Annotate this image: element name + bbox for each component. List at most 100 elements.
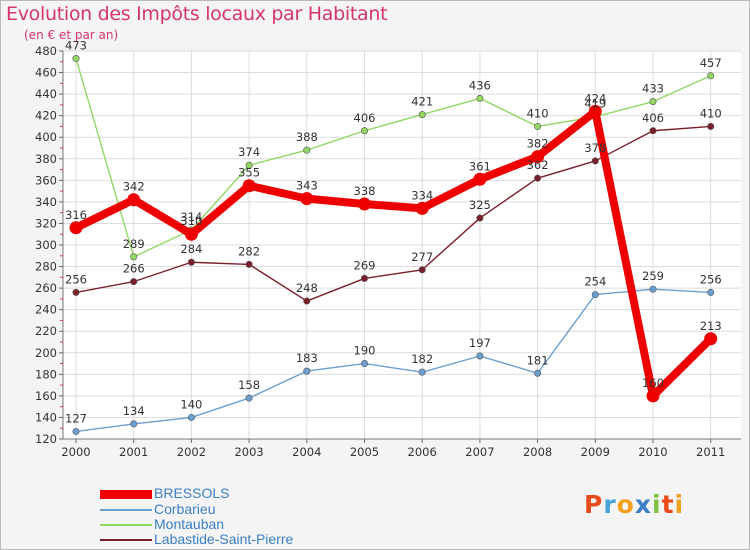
x-tick-label: 2005 <box>350 445 379 459</box>
data-point <box>245 161 253 169</box>
data-point <box>646 389 660 403</box>
data-label: 266 <box>123 262 145 276</box>
data-label: 421 <box>411 95 433 109</box>
legend-label: Corbarieu <box>154 501 216 517</box>
data-label: 259 <box>642 269 664 283</box>
y-tick-label: 340 <box>35 195 57 209</box>
data-point <box>534 174 542 182</box>
y-tick-label: 200 <box>35 346 57 360</box>
series-corbarieu <box>72 285 715 435</box>
legend-label: BRESSOLS <box>154 485 230 501</box>
data-point <box>303 297 311 305</box>
data-label: 160 <box>642 376 664 390</box>
data-label: 424 <box>584 91 606 105</box>
data-point <box>69 221 83 235</box>
logo-letter: t <box>661 490 675 519</box>
y-axis: 120 140 160 180 200 220 240 260 280 300 320 340 360 3… <box>35 44 63 446</box>
data-point <box>473 172 487 186</box>
data-label: 213 <box>700 319 722 333</box>
y-tick-label: 420 <box>35 109 57 123</box>
data-point <box>360 360 368 368</box>
chart-title: Evolution des Impôts locaux par Habitant <box>6 3 388 25</box>
data-label: 256 <box>700 272 722 286</box>
x-tick-label: 2006 <box>408 445 437 459</box>
y-tick-label: 320 <box>35 216 57 230</box>
data-label: 316 <box>65 208 87 222</box>
logo-letter: P <box>584 490 604 519</box>
y-tick-label: 380 <box>35 152 57 166</box>
data-point <box>418 266 426 274</box>
data-label: 436 <box>469 78 491 92</box>
logo-letter: o <box>616 490 635 519</box>
data-label: 182 <box>411 352 433 366</box>
data-label: 140 <box>180 397 202 411</box>
data-label: 342 <box>123 180 145 194</box>
legend-swatch <box>100 509 152 511</box>
data-label: 158 <box>238 378 260 392</box>
logo-letter: x <box>634 490 652 519</box>
data-label: 457 <box>700 56 722 70</box>
data-label: 181 <box>527 353 549 367</box>
data-label: 362 <box>527 158 549 172</box>
series-bressols <box>69 104 718 403</box>
series-group <box>69 55 718 435</box>
data-point <box>360 127 368 135</box>
data-point <box>649 98 657 106</box>
data-label: 256 <box>65 272 87 286</box>
data-label: 374 <box>238 145 260 159</box>
y-tick-label: 120 <box>35 432 57 446</box>
data-label: 406 <box>354 111 376 125</box>
data-label: 190 <box>354 344 376 358</box>
legend-swatch <box>100 490 152 499</box>
y-tick-label: 360 <box>35 173 57 187</box>
data-point <box>415 201 429 215</box>
data-point <box>187 413 195 421</box>
data-label: 284 <box>180 242 202 256</box>
data-label: 433 <box>642 82 664 96</box>
data-point <box>588 104 602 118</box>
data-label: 361 <box>469 159 491 173</box>
data-label: 289 <box>123 237 145 251</box>
y-tick-label: 440 <box>35 87 57 101</box>
data-label: 127 <box>65 411 87 425</box>
data-label: 406 <box>642 111 664 125</box>
data-label: 197 <box>469 336 491 350</box>
data-point <box>591 157 599 165</box>
x-tick-label: 2010 <box>638 445 667 459</box>
data-point <box>245 260 253 268</box>
legend-swatch <box>100 524 152 526</box>
data-point <box>476 214 484 222</box>
data-point <box>418 368 426 376</box>
x-tick-label: 2000 <box>61 445 90 459</box>
x-tick-label: 2004 <box>292 445 321 459</box>
y-tick-label: 240 <box>35 303 57 317</box>
data-point <box>187 258 195 266</box>
data-point <box>707 72 715 80</box>
y-tick-label: 300 <box>35 238 57 252</box>
data-label: 378 <box>584 141 606 155</box>
x-tick-label: 2009 <box>581 445 610 459</box>
data-point <box>300 192 314 206</box>
series-line-bressols <box>72 107 715 400</box>
y-tick-label: 220 <box>35 324 57 338</box>
data-label: 410 <box>700 106 722 120</box>
x-tick-label: 2008 <box>523 445 552 459</box>
data-label: 355 <box>238 166 260 180</box>
data-point <box>358 197 371 211</box>
proxiti-logo: Proxiti <box>584 490 684 519</box>
chart-subtitle: (en € et par an) <box>24 28 119 42</box>
data-point <box>360 274 368 282</box>
data-point <box>72 427 80 435</box>
y-tick-label: 400 <box>35 130 57 144</box>
data-point <box>303 146 311 154</box>
logo-letter: i <box>674 490 685 519</box>
data-label: 334 <box>411 188 433 202</box>
data-point <box>184 227 198 241</box>
data-point <box>531 150 545 164</box>
data-point <box>72 288 80 296</box>
legend-label: Montauban <box>154 516 225 532</box>
y-tick-label: 160 <box>35 389 57 403</box>
x-tick-label: 2002 <box>177 445 206 459</box>
data-label: 473 <box>65 39 87 53</box>
